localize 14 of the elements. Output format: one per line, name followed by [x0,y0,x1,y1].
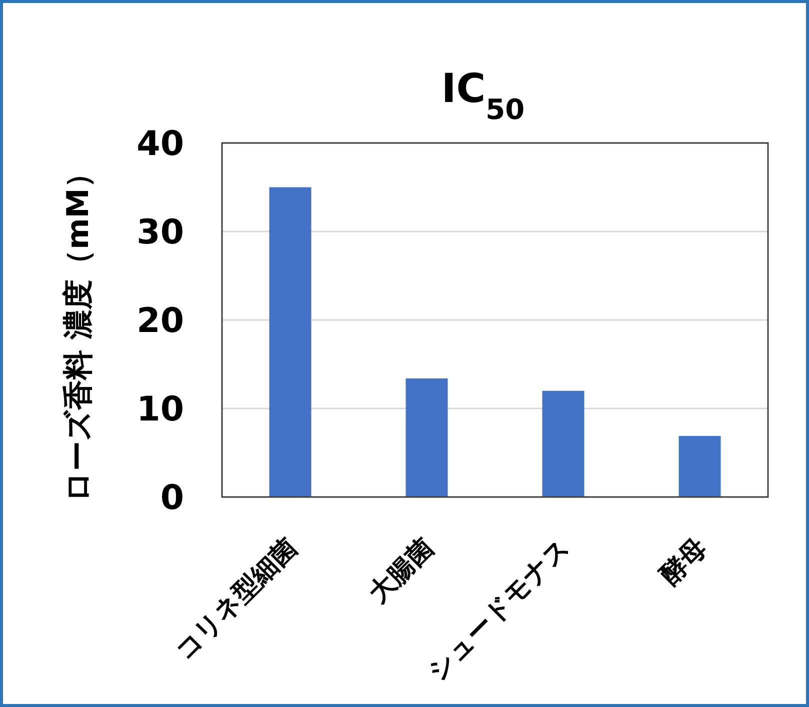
x-tick-label: コリネ型細菌 [170,532,304,666]
x-tick-label: 酵母 [654,532,713,591]
bar [542,390,584,497]
y-tick-label: 0 [160,478,184,518]
y-tick-label: 30 [136,212,184,252]
bar [406,378,448,497]
y-tick-label: 10 [136,390,184,430]
bar [269,187,312,497]
y-tick-label: 40 [136,124,184,164]
bar [678,436,721,497]
y-tick-label: 20 [136,301,184,341]
x-tick-label: 大腸菌 [363,532,440,610]
y-axis-title: ローズ香料 濃度（mM） [61,158,96,502]
chart-title: IC$_{50}$ [441,66,525,126]
